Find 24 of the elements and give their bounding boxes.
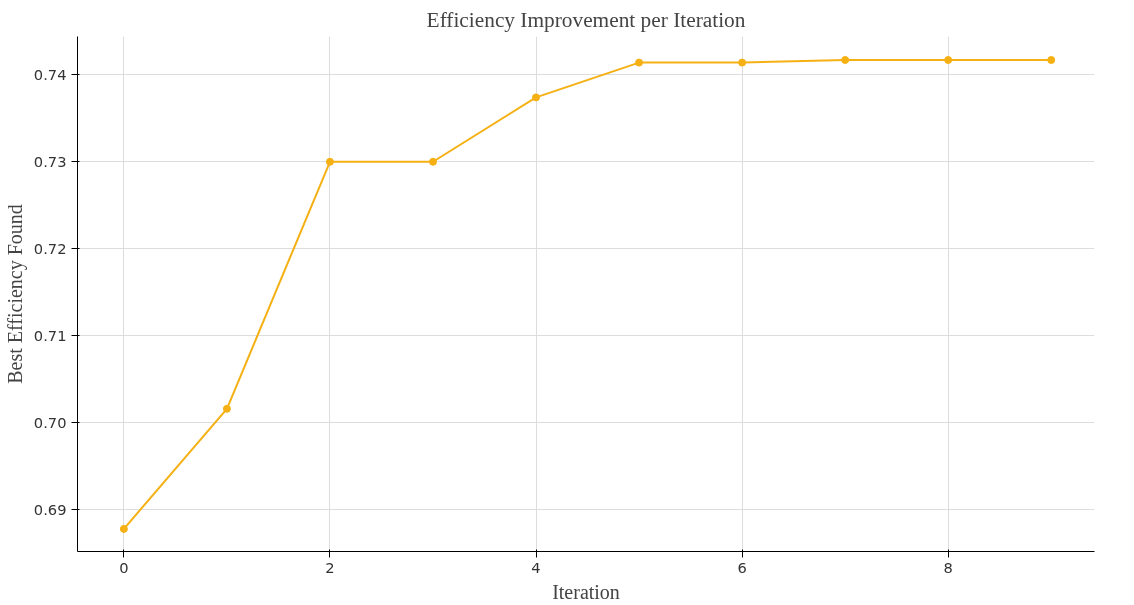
- y-tick-label: 0.73: [33, 152, 67, 170]
- point: [119, 524, 128, 533]
- x-tick-label: 0: [119, 558, 129, 576]
- point: [841, 56, 850, 64]
- x-tick-label: 6: [737, 558, 747, 576]
- point: [325, 157, 334, 166]
- y-tick-label: 0.74: [33, 65, 67, 83]
- point: [944, 56, 953, 64]
- point: [428, 157, 437, 166]
- chart-title: Efficiency Improvement per Iteration: [426, 7, 746, 32]
- y-axis-title: Best Efficiency Found: [3, 204, 27, 384]
- x-tick-label: 8: [943, 558, 953, 576]
- y-tick-label: 0.69: [33, 500, 67, 518]
- x-tick-label: 4: [531, 558, 541, 576]
- point: [738, 58, 747, 67]
- point: [222, 404, 231, 413]
- y-tick-label: 0.71: [33, 326, 67, 344]
- y-tick-label: 0.70: [33, 413, 67, 431]
- y-tick-label: 0.72: [33, 239, 67, 257]
- point: [1047, 56, 1056, 64]
- x-axis-title: Iteration: [552, 580, 620, 603]
- point: [532, 93, 541, 102]
- point: [635, 58, 644, 67]
- x-tick-label: 2: [325, 558, 335, 576]
